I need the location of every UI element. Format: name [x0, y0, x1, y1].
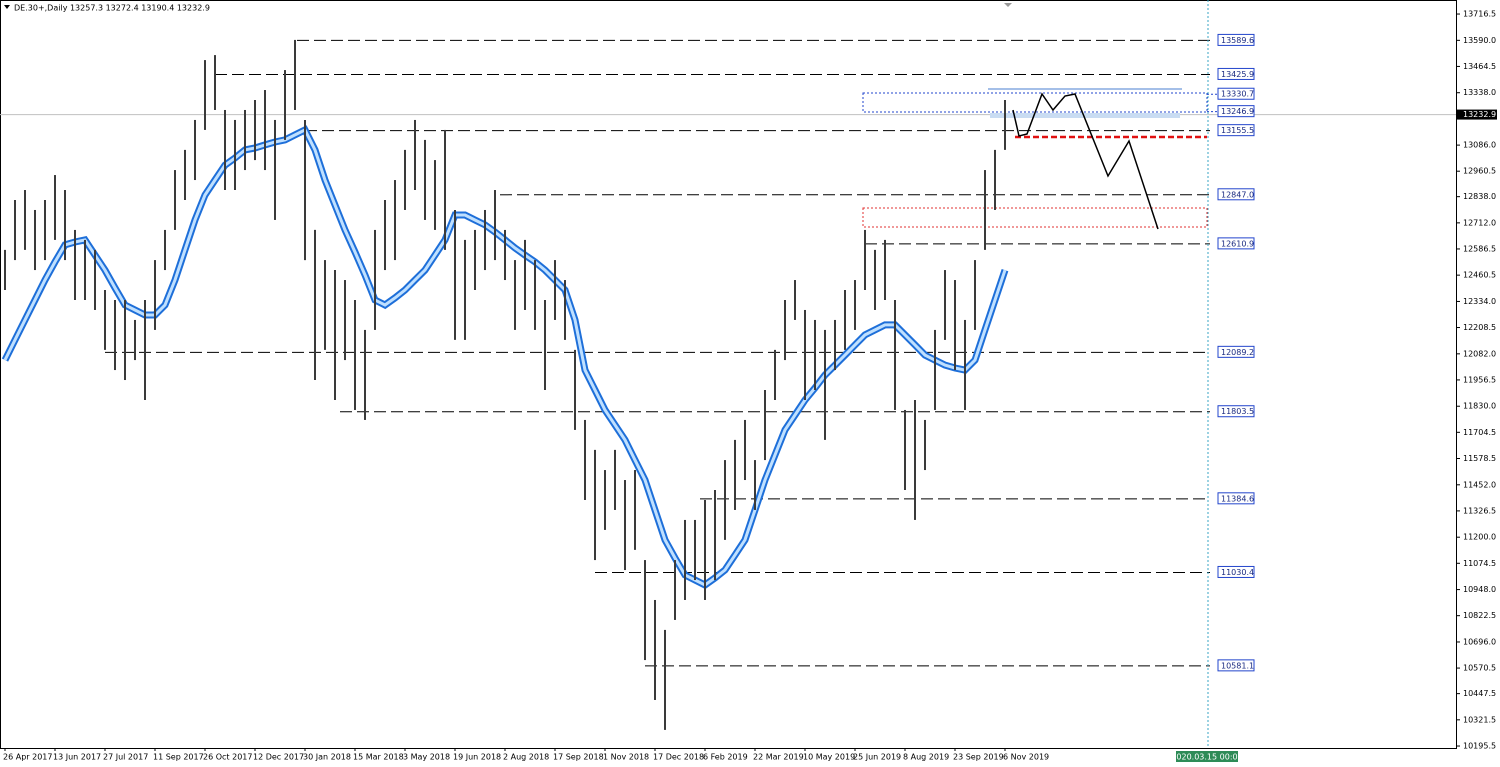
- level-label: 13425.9: [1221, 70, 1254, 79]
- y-tick-label: 13716.5: [1463, 10, 1496, 19]
- level-box: [1217, 237, 1255, 250]
- level-label: 11384.6: [1221, 494, 1254, 503]
- x-tick-label: 8 Aug 2019: [903, 753, 949, 762]
- menu-arrow: [4, 5, 10, 9]
- current-price-label: 13232.9: [1463, 110, 1496, 119]
- level-box: [1217, 188, 1255, 201]
- y-tick-label: 12082.0: [1463, 349, 1496, 358]
- level-box: [1217, 492, 1255, 505]
- resistance-zone: [862, 92, 1208, 113]
- level-label: 10581.1: [1221, 661, 1254, 670]
- y-tick-label: 10447.5: [1463, 689, 1496, 698]
- bars: [1, 39, 1009, 730]
- time-marker-label: 2020.03.15 00:00: [1171, 753, 1242, 762]
- x-tick-label: 22 Mar 2019: [753, 753, 804, 762]
- level-box: [1217, 345, 1255, 358]
- x-tick-label: 26 Apr 2017: [3, 753, 52, 762]
- time-marker-box: [1176, 751, 1238, 762]
- y-tick-label: 12586.5: [1463, 244, 1496, 253]
- y-tick-label: 12712.0: [1463, 218, 1496, 227]
- y-tick-label: 11326.5: [1463, 506, 1496, 515]
- plot-frame: [0, 0, 1457, 749]
- level-label: 13155.5: [1221, 126, 1254, 135]
- level-label: 12847.0: [1221, 190, 1254, 199]
- y-tick-label: 11956.5: [1463, 375, 1496, 384]
- y-tick-label: 10195.5: [1463, 742, 1496, 751]
- level-label: 11803.5: [1221, 407, 1254, 416]
- x-tick-label: 11 Sep 2017: [153, 753, 204, 762]
- zone-level-label: 13330.7: [1221, 90, 1254, 99]
- chart-title: DE.30+,Daily 13257.3 13272.4 13190.4 132…: [14, 4, 210, 13]
- x-tick-label: 26 Oct 2017: [203, 753, 252, 762]
- y-tick-label: 11452.0: [1463, 480, 1496, 489]
- x-tick-label: 2 Aug 2018: [503, 753, 549, 762]
- x-tick-label: 12 Dec 2017: [253, 753, 304, 762]
- zone-fill: [990, 113, 1180, 118]
- level-box: [1217, 659, 1255, 672]
- zone-level-box: [1217, 105, 1255, 118]
- y-tick-label: 10822.5: [1463, 611, 1496, 620]
- y-tick-label: 12334.0: [1463, 297, 1496, 306]
- zone-level-box: [1217, 87, 1255, 100]
- x-tick-label: 17 Dec 2018: [653, 753, 704, 762]
- level-label: 13589.6: [1221, 36, 1254, 45]
- x-tick-label: 17 Sep 2018: [553, 753, 604, 762]
- level-label: 11030.4: [1221, 568, 1254, 577]
- axes: 13716.5 13590.0 13464.5 13338.0 13086.0 12960…: [3, 10, 1497, 762]
- y-tick-label: 11830.0: [1463, 402, 1496, 411]
- x-tick-label: 15 Mar 2018: [353, 753, 404, 762]
- x-tick-label: 23 Sep 2019: [953, 753, 1004, 762]
- y-tick-label: 10321.5: [1463, 715, 1496, 724]
- x-tick-label: 10 May 2019: [803, 753, 855, 762]
- x-tick-label: 3 May 2018: [403, 753, 450, 762]
- y-tick-label: 11704.5: [1463, 428, 1496, 437]
- y-tick-label: 12838.0: [1463, 192, 1496, 201]
- x-tick-label: 1 Nov 2018: [603, 753, 649, 762]
- x-tick-label: 6 Feb 2019: [703, 753, 748, 762]
- y-tick-label: 11578.5: [1463, 454, 1496, 463]
- y-tick-label: 13086.0: [1463, 141, 1496, 150]
- y-tick-label: 12960.5: [1463, 167, 1496, 176]
- current-price-box: [1457, 109, 1497, 120]
- level-label: 12089.2: [1221, 348, 1254, 357]
- level-box: [1217, 124, 1255, 137]
- level-label: 12610.9: [1221, 239, 1254, 248]
- support-zone: [862, 207, 1208, 228]
- y-tick-label: 12208.5: [1463, 323, 1496, 332]
- y-tick-label: 13464.5: [1463, 62, 1496, 71]
- x-tick-label: 27 Jul 2017: [103, 753, 148, 762]
- projection-path: [1012, 92, 1159, 230]
- y-tick-label: 10696.0: [1463, 637, 1496, 646]
- y-tick-label: 10948.0: [1463, 585, 1496, 594]
- levels: 13589.6 13425.9 13155.5 12847.0 12610.9 12089…: [0, 33, 1456, 672]
- y-tick-label: 13590.0: [1463, 36, 1496, 45]
- x-tick-label: 6 Nov 2019: [1003, 753, 1049, 762]
- x-tick-label: 13 Jun 2017: [53, 753, 101, 762]
- y-tick-label: 12460.5: [1463, 271, 1496, 280]
- zone-level-label: 13246.9: [1221, 107, 1254, 116]
- y-tick-label: 10570.5: [1463, 664, 1496, 673]
- level-box: [1217, 565, 1255, 578]
- y-tick-label: 11074.5: [1463, 559, 1496, 568]
- level-box: [1217, 33, 1255, 46]
- level-box: [1217, 67, 1255, 80]
- x-tick-label: 25 Jun 2019: [853, 753, 901, 762]
- y-tick-label: 11200.0: [1463, 533, 1496, 542]
- x-tick-label: 19 Jun 2018: [453, 753, 501, 762]
- y-tick-label: 13338.0: [1463, 88, 1496, 97]
- level-box: [1217, 405, 1255, 418]
- x-tick-label: 30 Jan 2018: [303, 753, 351, 762]
- shift-marker: [1004, 3, 1012, 7]
